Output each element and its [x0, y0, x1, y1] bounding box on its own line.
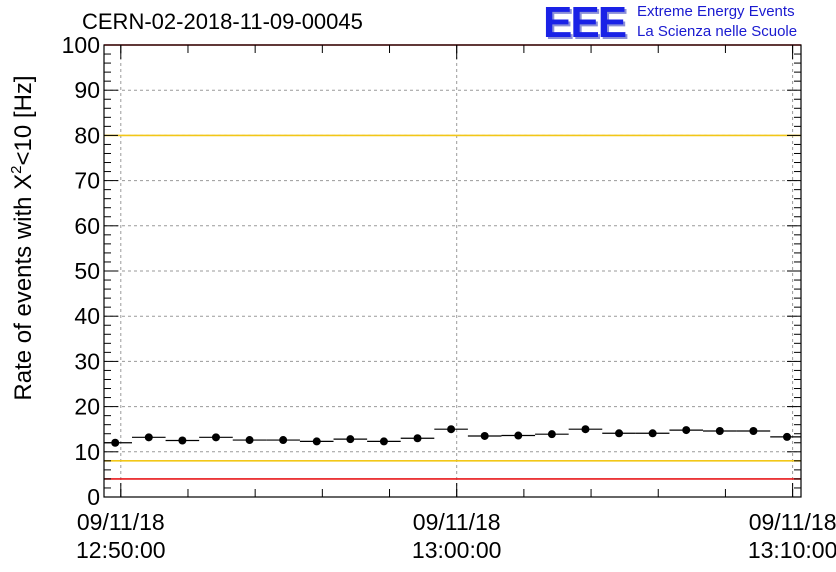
y-tick-label: 10: [74, 439, 100, 465]
data-point: [379, 437, 388, 446]
data-point: [245, 436, 254, 445]
data-point: [279, 436, 288, 445]
x-tick-time-label: 12:50:00: [76, 537, 166, 563]
data-point: [749, 427, 758, 436]
y-tick-label: 20: [74, 394, 100, 420]
y-tick-labels: 0 10 20 30 40 50 60 70 80 90 100: [62, 32, 100, 510]
logo-mark: EEE: [543, 0, 627, 47]
data-point: [514, 431, 523, 440]
y-tick-label: 30: [74, 348, 100, 374]
data-point: [783, 432, 792, 441]
x-tick-date-label: 09/11/18: [77, 509, 165, 535]
data-point: [581, 425, 590, 434]
y-tick-label: 70: [74, 168, 100, 194]
data-point: [715, 427, 724, 436]
logo-line-1: Extreme Energy Events: [637, 3, 795, 20]
data-point: [211, 433, 220, 442]
y-tick-label: 0: [87, 484, 100, 510]
data-point: [111, 438, 120, 447]
y-axis-title: Rate of events with X2<10 [Hz]: [8, 75, 37, 400]
eee-logo: EEE Extreme Energy Events La Scienza nel…: [543, 0, 833, 46]
grid-layer: [104, 45, 801, 497]
data-point: [480, 431, 489, 440]
axis-ticks: [104, 44, 801, 498]
data-point: [648, 429, 657, 438]
y-tick-label: 60: [74, 213, 100, 239]
run-title: CERN-02-2018-11-09-00045: [82, 9, 363, 34]
data-point: [682, 426, 691, 435]
data-point: [178, 436, 187, 445]
x-tick-time-label: 13:00:00: [412, 537, 502, 563]
data-point: [346, 435, 355, 444]
data-point: [144, 433, 153, 442]
data-point: [413, 434, 422, 443]
data-point: [312, 437, 321, 446]
x-tick-date-label: 09/11/18: [749, 509, 836, 535]
y-tick-label: 90: [74, 77, 100, 103]
y-tick-label: 80: [74, 122, 100, 148]
y-tick-label: 50: [74, 258, 100, 284]
reference-lines: [104, 44, 801, 480]
y-tick-label: 40: [74, 303, 100, 329]
y-tick-label: 100: [62, 32, 100, 58]
x-tick-labels: 09/11/1812:50:0009/11/1813:00:0009/11/18…: [76, 509, 836, 563]
data-point: [447, 425, 456, 434]
data-point: [615, 429, 624, 438]
x-tick-time-label: 13:10:00: [748, 537, 836, 563]
x-tick-date-label: 09/11/18: [413, 509, 501, 535]
data-point: [547, 430, 556, 439]
logo-line-2: La Scienza nelle Scuole: [637, 23, 798, 40]
data-points: [104, 425, 801, 447]
